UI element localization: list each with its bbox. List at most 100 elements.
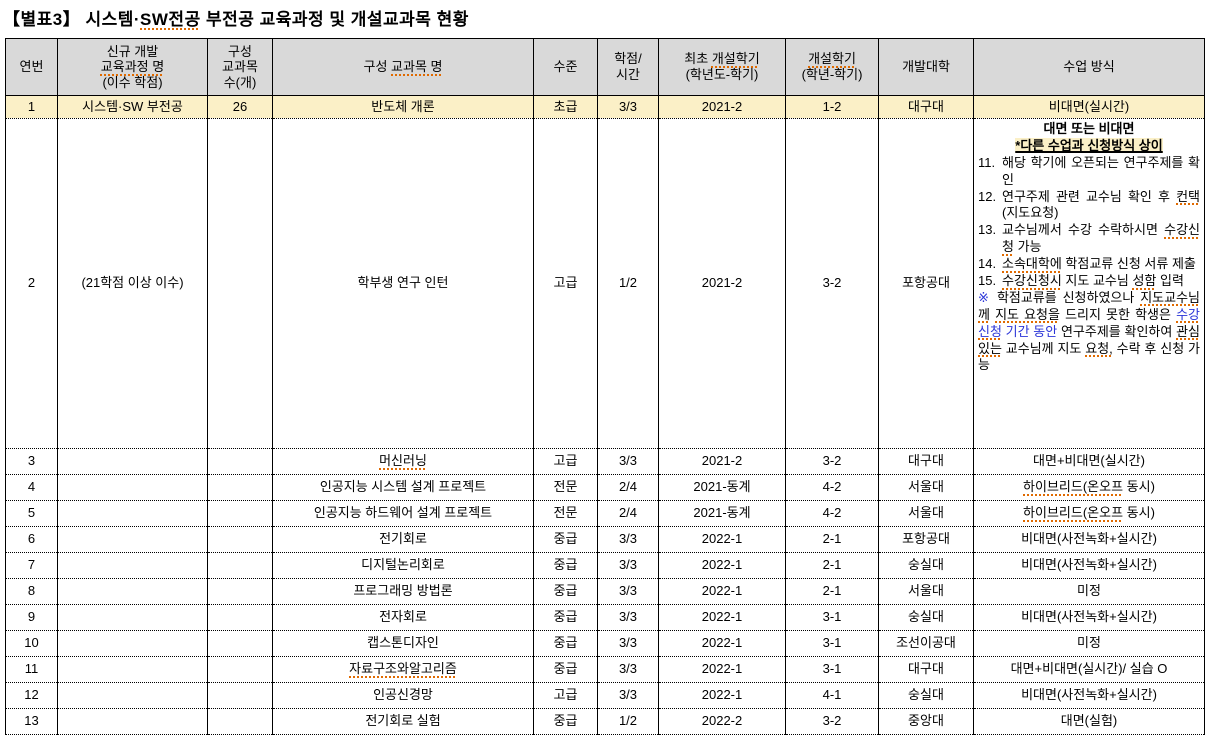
cell-course: 프로그래밍 방법론 <box>272 578 534 605</box>
item-number: 13. <box>978 222 997 238</box>
cell-univ: 포항공대 <box>878 118 974 449</box>
cell-univ: 숭실대 <box>878 552 974 579</box>
cell-credit: 2/4 <box>597 474 659 501</box>
cell-credit: 3/3 <box>597 630 659 657</box>
cell-level: 중급 <box>533 526 598 553</box>
text-segment: 하이브리드(온오프 <box>1023 505 1124 521</box>
cell-no: 13 <box>5 708 58 735</box>
table-row: 13 전기회로 실험 중급 1/2 2022-2 3-2 중앙대 대면(실험) <box>5 708 1205 735</box>
text-segment: 최초 <box>684 51 712 67</box>
cell-credit: 3/3 <box>597 682 659 709</box>
cell-first_term: 2021-2 <box>658 118 786 449</box>
text-segment: 기간 동안 <box>1001 323 1058 339</box>
item-text: 연구주제 관련 교수님 확인 후 컨택 (지도요청) <box>1002 189 1200 223</box>
cell-univ: 대구대 <box>878 448 974 475</box>
cell-count <box>207 118 273 449</box>
text-segment: 가능 <box>1013 239 1042 255</box>
cell-univ: 서울대 <box>878 578 974 605</box>
cell-univ: 중앙대 <box>878 708 974 735</box>
column-header-term: 개설학기 (학년-학기) <box>785 38 879 96</box>
cell-method: 하이브리드(온오프 동시) <box>973 474 1205 501</box>
header-line: (이수 학점) <box>102 74 163 90</box>
cell-term: 4-2 <box>785 474 879 501</box>
text-segment: 교수님께서 수강 수락하시면 <box>1002 222 1165 238</box>
cell-univ: 서울대 <box>878 474 974 501</box>
text-segment: 지도 요청을 <box>995 306 1060 322</box>
text-segment: 학점교류를 신청하였으나 <box>996 289 1141 305</box>
course-table: 연번 신규 개발 교육과정 명 (이수 학점) 구성 교과목 수(개) 구성 교과목 명 수준 학… <box>5 38 1205 735</box>
table-row: 7 디지털논리회로 중급 3/3 2022-1 2-1 숭실대 비대면(사전녹화+실시간) <box>5 552 1205 579</box>
column-header-univ: 개발대학 <box>878 38 974 96</box>
table-row: 1 시스템·SW 부전공 26 반도체 개론 초급 3/3 2021-2 1-2 대구대 비대면(… <box>5 95 1205 119</box>
cell-univ: 숭실대 <box>878 682 974 709</box>
cell-count <box>207 526 273 553</box>
cell-credit: 3/3 <box>597 552 659 579</box>
method-heading: *다른 수업과 신청방식 상이 <box>978 137 1200 155</box>
header-line: 시간 <box>616 67 640 82</box>
cell-program <box>57 474 208 501</box>
method-numbered-item: 15. 수강신청시 지도 교수님 성함 입력 <box>978 273 1200 290</box>
table-row: 6 전기회로 중급 3/3 2022-1 2-1 포항공대 비대면(사전녹화+실시간) <box>5 526 1205 553</box>
cell-course: 자료구조와알고리즘 <box>272 656 534 683</box>
cell-credit: 3/3 <box>597 95 659 119</box>
cell-no: 8 <box>5 578 58 605</box>
cell-program <box>57 630 208 657</box>
column-header-program: 신규 개발 교육과정 명 (이수 학점) <box>57 38 208 96</box>
cell-first_term: 2022-1 <box>658 682 786 709</box>
cell-count <box>207 630 273 657</box>
text-segment: 연구주제를 확인하여 <box>1057 323 1177 339</box>
cell-program <box>57 708 208 735</box>
item-number: 15. <box>978 273 997 289</box>
cell-level: 중급 <box>533 656 598 683</box>
cell-level: 중급 <box>533 604 598 631</box>
cell-method: 대면(실험) <box>973 708 1205 735</box>
method-numbered-item: 13. 교수님께서 수강 수락하시면 수강신청 가능 <box>978 222 1200 256</box>
text-segment: 머신러닝 <box>379 453 427 469</box>
text-segment: 【별표3】 시스템· <box>3 10 141 29</box>
text-segment: 교과목 명 <box>391 59 443 75</box>
table-row: 3 머신러닝 고급 3/3 2021-2 3-2 대구대 대면+비대면(실시간) <box>5 448 1205 475</box>
cell-level: 전문 <box>533 500 598 527</box>
header-line: 최초 개설학기 <box>684 51 759 66</box>
cell-first_term: 2022-1 <box>658 526 786 553</box>
column-header-credit: 학점/시간 <box>597 38 659 96</box>
method-numbered-item: 14. 소속대학에 학점교류 신청 서류 제출 <box>978 256 1200 273</box>
page-title: 【별표3】 시스템·SW전공 부전공 교육과정 및 개설교과목 현황 <box>0 0 1209 30</box>
text-segment: 해당 학기에 오픈되는 연구주제를 확인 <box>1002 154 1200 187</box>
cell-method: 비대면(사전녹화+실시간) <box>973 552 1205 579</box>
text-segment: 구성 <box>363 59 392 75</box>
header-line: 개설학기 <box>808 51 856 66</box>
cell-method: 대면+비대면(실시간) <box>973 448 1205 475</box>
cell-course: 인공지능 시스템 설계 프로젝트 <box>272 474 534 501</box>
text-segment: 하이브리드(온오프 <box>1023 479 1124 495</box>
method-numbered-item: 12. 연구주제 관련 교수님 확인 후 컨택 (지도요청) <box>978 189 1200 223</box>
cell-no: 2 <box>5 118 58 449</box>
cell-method: 하이브리드(온오프 동시) <box>973 500 1205 527</box>
cell-course: 전기회로 실험 <box>272 708 534 735</box>
cell-term: 1-2 <box>785 95 879 119</box>
cell-term: 3-1 <box>785 630 879 657</box>
cell-course: 머신러닝 <box>272 448 534 475</box>
text-segment: 개설학기 <box>808 51 856 67</box>
cell-level: 중급 <box>533 578 598 605</box>
text-segment: 수강신청시 <box>1002 273 1062 289</box>
table-row: 5 인공지능 하드웨어 설계 프로젝트 전문 2/4 2021-동계 4-2 서울대 하이브리… <box>5 500 1205 527</box>
text-segment: 수강신청 <box>1002 222 1200 255</box>
cell-count <box>207 552 273 579</box>
cell-first_term: 2022-2 <box>658 708 786 735</box>
cell-method: 비대면(사전녹화+실시간) <box>973 604 1205 631</box>
text-segment: 교육과정 명 <box>100 59 165 75</box>
cell-term: 3-2 <box>785 118 879 449</box>
cell-count <box>207 578 273 605</box>
cell-credit: 1/2 <box>597 708 659 735</box>
text-segment: 컨택 <box>1176 188 1200 204</box>
cell-count <box>207 604 273 631</box>
cell-count <box>207 656 273 683</box>
header-line: 학점/ <box>614 51 642 67</box>
item-number: 14. <box>978 256 997 272</box>
header-line: 구성 <box>228 43 252 59</box>
cell-course: 반도체 개론 <box>272 95 534 119</box>
cell-method: 대면+비대면(실시간)/ 실습 O <box>973 656 1205 683</box>
header-line: 수업 방식 <box>1063 59 1115 75</box>
cell-method: 비대면(실시간) <box>973 95 1205 119</box>
